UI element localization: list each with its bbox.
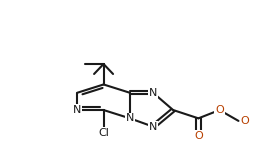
Text: Cl: Cl	[98, 128, 109, 138]
Text: O: O	[194, 131, 203, 141]
Text: O: O	[215, 105, 224, 115]
Text: N: N	[149, 122, 157, 132]
Text: N: N	[126, 113, 134, 123]
Text: N: N	[73, 105, 81, 115]
Text: O: O	[240, 116, 249, 126]
Text: N: N	[149, 88, 157, 98]
